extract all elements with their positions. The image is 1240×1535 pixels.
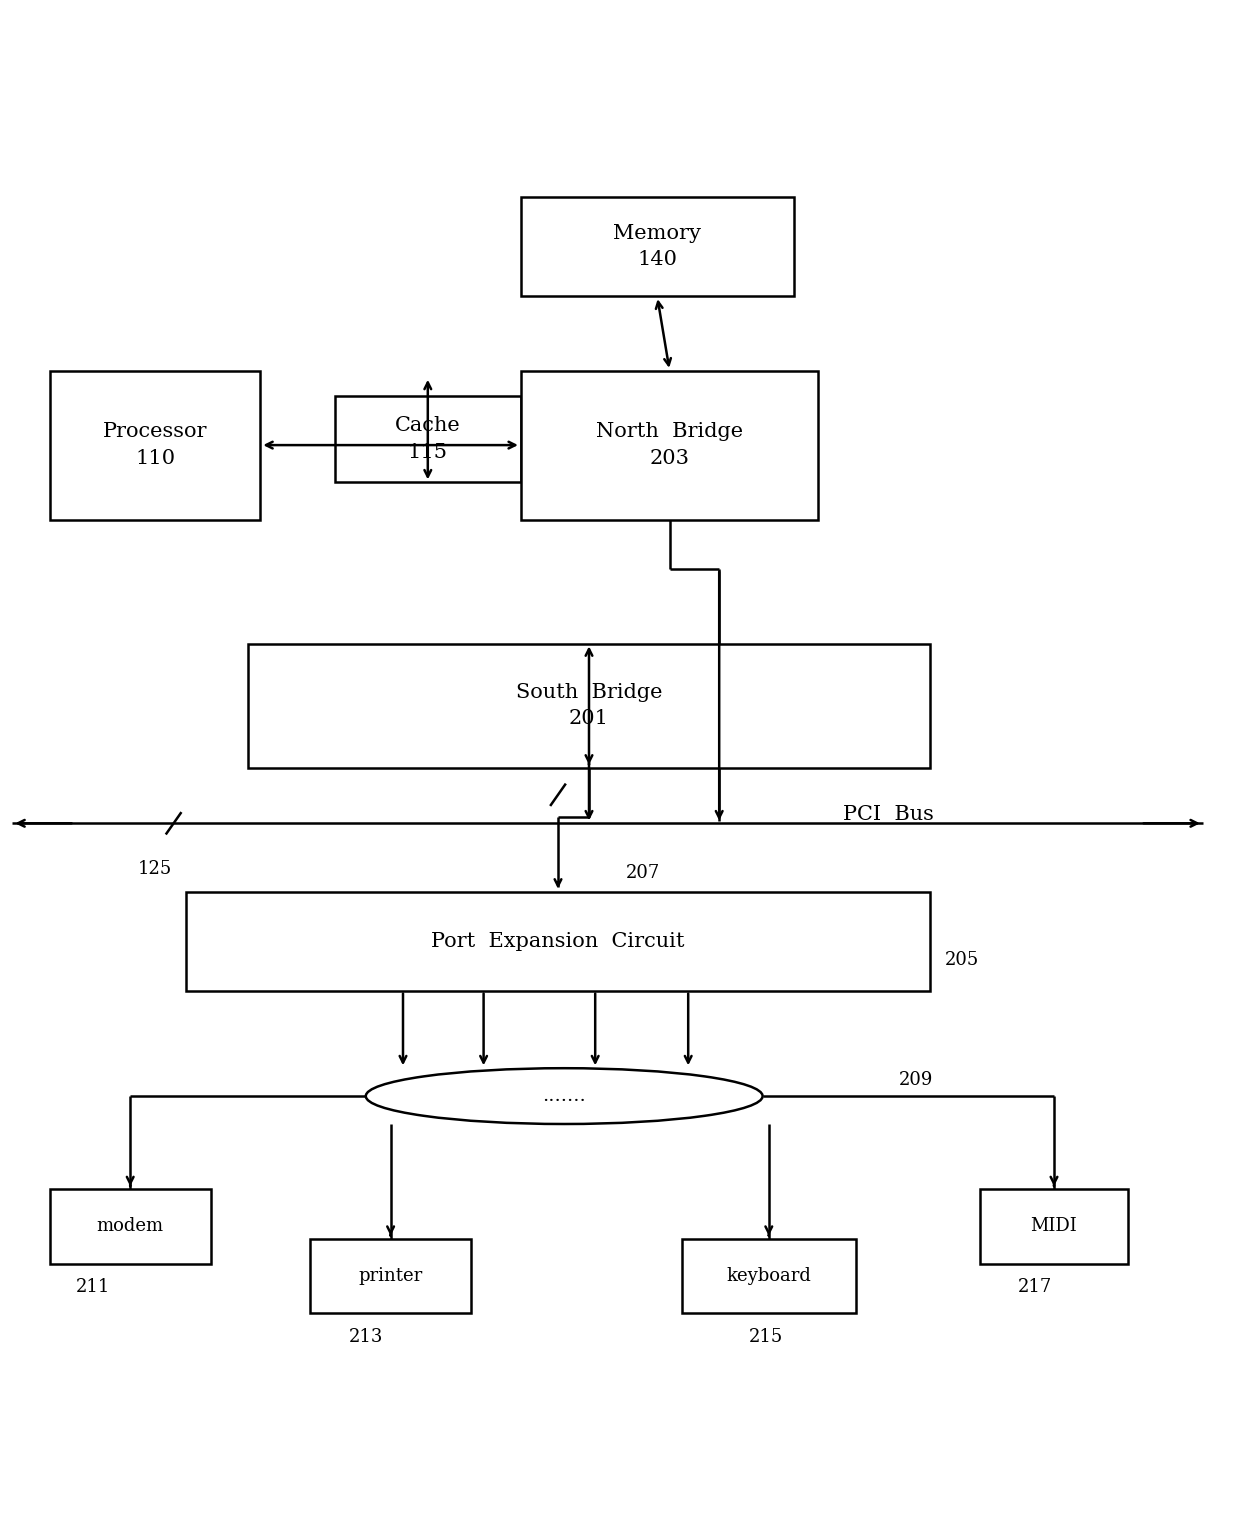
FancyBboxPatch shape <box>186 892 930 990</box>
Text: printer: printer <box>358 1266 423 1285</box>
Text: 207: 207 <box>626 864 661 883</box>
Text: 205: 205 <box>945 950 980 969</box>
FancyBboxPatch shape <box>50 1190 211 1263</box>
Text: North  Bridge
203: North Bridge 203 <box>596 422 743 468</box>
FancyBboxPatch shape <box>980 1190 1128 1263</box>
Text: 211: 211 <box>76 1279 110 1297</box>
Text: 209: 209 <box>899 1071 934 1088</box>
Text: 217: 217 <box>1018 1279 1053 1297</box>
Text: PCI  Bus: PCI Bus <box>843 806 934 824</box>
Text: South  Bridge
201: South Bridge 201 <box>516 683 662 728</box>
Text: .......: ....... <box>542 1087 587 1105</box>
FancyBboxPatch shape <box>50 370 260 519</box>
Text: 213: 213 <box>348 1328 383 1346</box>
Text: Cache
115: Cache 115 <box>394 416 461 462</box>
FancyBboxPatch shape <box>248 643 930 768</box>
Text: Port  Expansion  Circuit: Port Expansion Circuit <box>432 932 684 950</box>
Text: Processor
110: Processor 110 <box>103 422 207 468</box>
Text: Memory
140: Memory 140 <box>614 224 701 270</box>
Text: 215: 215 <box>749 1328 784 1346</box>
FancyBboxPatch shape <box>335 396 521 482</box>
FancyBboxPatch shape <box>682 1239 856 1312</box>
FancyBboxPatch shape <box>521 196 794 296</box>
Ellipse shape <box>366 1068 763 1124</box>
Text: modem: modem <box>97 1217 164 1236</box>
Text: keyboard: keyboard <box>727 1266 811 1285</box>
FancyBboxPatch shape <box>521 370 818 519</box>
Text: MIDI: MIDI <box>1030 1217 1078 1236</box>
Text: 125: 125 <box>138 861 172 878</box>
FancyBboxPatch shape <box>310 1239 471 1312</box>
